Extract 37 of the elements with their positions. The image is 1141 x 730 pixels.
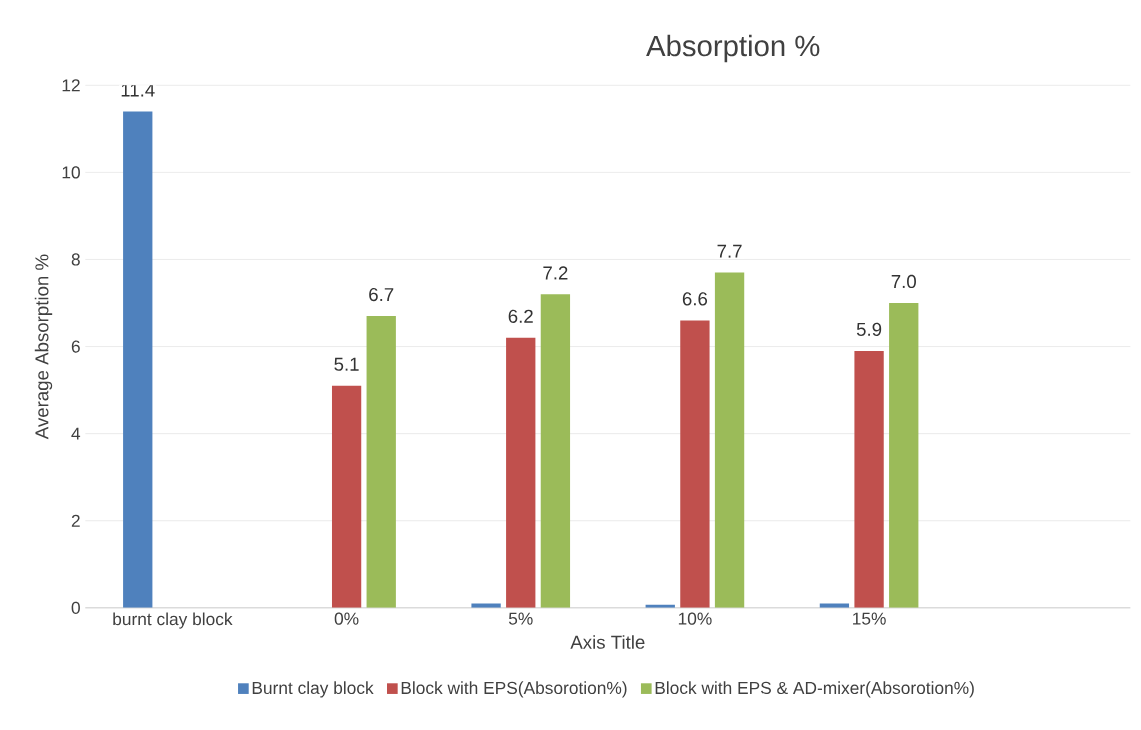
y-tick-label: 0 bbox=[71, 601, 80, 614]
y-tick-label: 8 bbox=[71, 253, 80, 266]
x-tick-label: 0% bbox=[334, 612, 359, 625]
bar bbox=[889, 302, 919, 608]
data-label: 5.9 bbox=[856, 322, 882, 336]
y-axis-title: Average Absorption % bbox=[34, 254, 53, 439]
data-label: 5.1 bbox=[334, 357, 359, 371]
data-label: 6.7 bbox=[369, 287, 394, 301]
bar bbox=[366, 315, 396, 608]
data-label: 6.2 bbox=[508, 309, 533, 323]
bar bbox=[854, 350, 884, 608]
bar bbox=[540, 294, 571, 608]
bar bbox=[819, 603, 850, 608]
legend-label: Block with EPS(Absorotion%) bbox=[401, 681, 627, 698]
y-tick-label: 6 bbox=[71, 340, 80, 353]
bar bbox=[471, 603, 501, 608]
legend-label: Block with EPS & AD-mixer(Absorotion%) bbox=[655, 681, 974, 698]
y-tick-label: 4 bbox=[71, 427, 81, 440]
bar bbox=[123, 111, 153, 608]
bar bbox=[331, 385, 362, 608]
chart-title: Absorption % bbox=[646, 34, 820, 62]
bar bbox=[506, 337, 536, 608]
bar bbox=[714, 272, 745, 608]
legend-label: Burnt clay block bbox=[252, 681, 374, 698]
y-tick-label: 10 bbox=[62, 166, 80, 179]
bar bbox=[680, 320, 710, 608]
data-label: 7.7 bbox=[717, 244, 742, 258]
x-axis-title: Axis Title bbox=[570, 634, 645, 649]
x-tick-label: 15% bbox=[853, 612, 886, 625]
data-label: 7.0 bbox=[891, 274, 916, 288]
x-tick-label: 5% bbox=[508, 612, 533, 625]
x-tick-label: burnt clay block bbox=[113, 612, 233, 629]
y-tick-label: 12 bbox=[62, 79, 80, 92]
data-label: 7.2 bbox=[543, 266, 568, 280]
x-tick-label: 10% bbox=[678, 612, 712, 625]
data-label: 6.6 bbox=[682, 292, 708, 306]
y-tick-label: 2 bbox=[71, 514, 80, 527]
